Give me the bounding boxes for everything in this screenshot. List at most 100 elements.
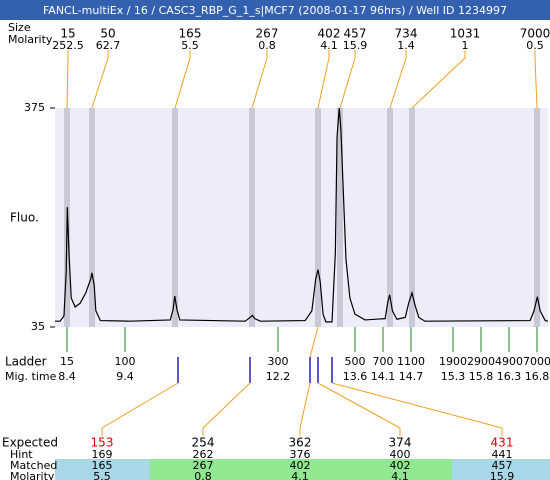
molarity-value: 5.5 [93, 470, 111, 480]
row-label: Hint [10, 448, 33, 461]
peak-band [172, 108, 178, 327]
ladder-size: 100 [115, 355, 136, 368]
peak-band [337, 108, 343, 327]
matched-bg [55, 459, 150, 480]
row-label: Matched [10, 459, 57, 472]
peak-connector [91, 57, 109, 109]
peak-connector [251, 57, 268, 109]
ladder-time: 15.3 [441, 370, 466, 383]
hint-value: 441 [492, 448, 513, 461]
peak-connector [317, 57, 330, 109]
peak-molarity: 4.1 [320, 39, 338, 52]
ladder-size: 700 [373, 355, 394, 368]
ladder-time: 12.2 [266, 370, 291, 383]
trace [55, 107, 549, 323]
y-tick-label: 375 [24, 101, 45, 114]
matched-bg [150, 459, 452, 480]
ladder-size: 1900 [439, 355, 467, 368]
ladder-time: 16.8 [525, 370, 550, 383]
expected-connector [101, 382, 179, 429]
peak-band [315, 108, 321, 327]
ladder-label: Ladder [5, 355, 47, 369]
ladder-time: 15.8 [469, 370, 494, 383]
molarity-value: 15.9 [490, 470, 515, 480]
molarity-value: 0.8 [194, 470, 212, 480]
peak-connector [411, 57, 466, 109]
peak-connector [66, 57, 69, 109]
ladder-size: 300 [268, 355, 289, 368]
peak-molarity: 252.5 [52, 39, 84, 52]
plot-area [55, 108, 548, 327]
expected-connector [202, 382, 251, 429]
expected-value: 254 [192, 436, 215, 450]
ladder-size: 15 [60, 355, 74, 368]
peak-molarity: 15.9 [343, 39, 368, 52]
ladder-time: 8.4 [58, 370, 76, 383]
matched-value: 457 [492, 459, 513, 472]
peak-molarity: 62.7 [96, 39, 121, 52]
peak-size: 402 [318, 27, 341, 41]
peak-size: 267 [256, 27, 279, 41]
matched-value: 402 [290, 459, 311, 472]
expected-value: 374 [389, 436, 412, 450]
molarity-value: 4.1 [391, 470, 409, 480]
molarity-label: Molarity [8, 33, 53, 46]
hint-value: 376 [290, 448, 311, 461]
ladder-time: 16.3 [497, 370, 522, 383]
y-tick-label: 35 [31, 320, 45, 333]
ladder-size: 4900 [495, 355, 523, 368]
molarity-value: 4.1 [291, 470, 309, 480]
mig-time-label: Mig. time [5, 370, 57, 383]
peak-molarity: 5.5 [181, 39, 199, 52]
peak-molarity: 0.5 [526, 39, 544, 52]
expected-value: 431 [491, 436, 514, 450]
peak-size: 50 [100, 27, 115, 41]
peak-band [534, 108, 540, 327]
matched-value: 267 [193, 459, 214, 472]
ladder-time: 9.4 [116, 370, 134, 383]
peak-connector [174, 57, 191, 109]
hint-value: 400 [390, 448, 411, 461]
ladder-size: 500 [345, 355, 366, 368]
matched-value: 402 [390, 459, 411, 472]
ladder-size: 1100 [397, 355, 425, 368]
hint-value: 262 [193, 448, 214, 461]
ladder-size: 7000 [523, 355, 550, 368]
peak-size: 734 [395, 27, 418, 41]
matched-value: 165 [92, 459, 113, 472]
expected-connector [299, 382, 311, 429]
peak-size: 165 [179, 27, 202, 41]
expected-connector [331, 382, 503, 429]
peak-size: 7000 [520, 27, 550, 41]
peak-band [409, 108, 415, 327]
expected-value: 153 [91, 436, 114, 450]
peak-molarity: 0.8 [258, 39, 276, 52]
ladder-time: 14.7 [399, 370, 424, 383]
peak-molarity: 1.4 [397, 39, 415, 52]
peak-size: 457 [344, 27, 367, 41]
peak-molarity: 1 [462, 39, 469, 52]
peak-size: 1031 [450, 27, 481, 41]
matched-bg [452, 459, 550, 480]
y-axis-label: Fluo. [10, 211, 39, 225]
peak-band [249, 108, 255, 327]
peak-size: 15 [60, 27, 75, 41]
expected-connector [317, 382, 401, 429]
size-label: Size [8, 21, 31, 34]
chart-title: FANCL-multiEx / 16 / CASC3_RBP_G_1_s|MCF… [43, 4, 507, 17]
expected-connector [309, 326, 319, 358]
peak-band [387, 108, 393, 327]
expected-value: 362 [289, 436, 312, 450]
row-label: Expected [2, 436, 58, 450]
peak-band [89, 108, 95, 327]
peak-connector [389, 57, 407, 109]
peak-connector [339, 57, 356, 109]
peak-connector [534, 57, 538, 109]
title-bar [0, 0, 550, 20]
ladder-size: 2900 [467, 355, 495, 368]
ladder-time: 13.6 [343, 370, 368, 383]
hint-value: 169 [92, 448, 113, 461]
row-label: Molarity [10, 470, 55, 480]
ladder-time: 14.1 [371, 370, 396, 383]
